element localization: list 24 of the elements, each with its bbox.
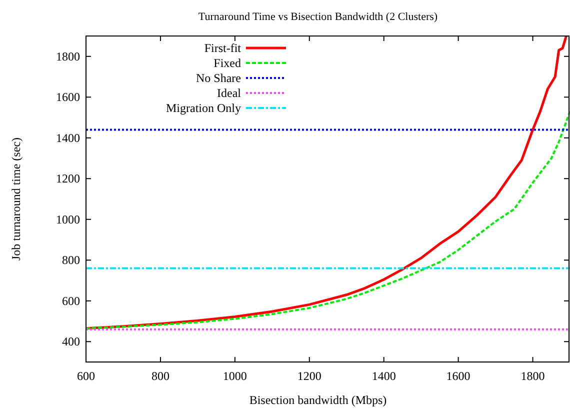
- x-tick-label: 1400: [372, 369, 396, 383]
- y-tick-label: 400: [62, 334, 80, 349]
- y-axis-title: Job turnaround time (sec): [9, 138, 23, 260]
- x-tick-label: 1800: [520, 369, 545, 383]
- legend-label: Fixed: [214, 56, 241, 70]
- legend-label: Migration Only: [166, 101, 241, 115]
- legend-label: Ideal: [217, 86, 242, 100]
- y-tick-label: 800: [62, 253, 80, 268]
- x-tick-label: 600: [77, 369, 95, 383]
- y-tick-label: 1000: [56, 212, 80, 226]
- x-axis-title: Bisection bandwidth (Mbps): [249, 393, 387, 407]
- chart-title: Turnaround Time vs Bisection Bandwidth (2 Clusters): [198, 11, 438, 23]
- y-tick-label: 600: [62, 294, 80, 308]
- y-tick-label: 1600: [56, 90, 80, 104]
- legend-label: No Share: [196, 71, 241, 85]
- x-tick-label: 1600: [446, 369, 470, 383]
- x-tick-label: 1000: [222, 369, 247, 383]
- line-series: [86, 36, 568, 330]
- x-tick-label: 800: [151, 369, 170, 383]
- legend-label: First-fit: [204, 41, 242, 55]
- y-tick-label: 1400: [56, 130, 80, 145]
- x-tick-label: 1200: [297, 369, 322, 383]
- y-tick-label: 1200: [56, 172, 80, 186]
- y-tick-label: 1800: [56, 49, 80, 64]
